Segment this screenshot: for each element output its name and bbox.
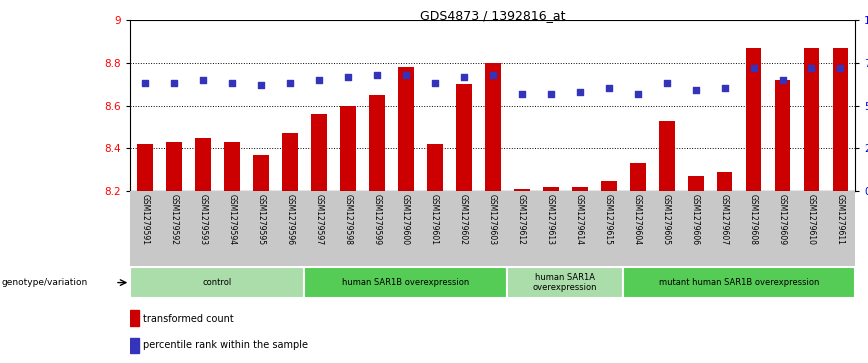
Point: [515, 91, 529, 97]
Text: GSM1279599: GSM1279599: [372, 193, 381, 245]
Text: GSM1279608: GSM1279608: [749, 193, 758, 245]
Bar: [224, 142, 240, 191]
Point: [370, 72, 384, 78]
Text: mutant human SAR1B overexpression: mutant human SAR1B overexpression: [659, 278, 819, 287]
FancyBboxPatch shape: [130, 267, 304, 298]
Point: [573, 89, 587, 95]
Text: GSM1279592: GSM1279592: [169, 193, 178, 245]
Bar: [659, 121, 674, 191]
Point: [776, 77, 790, 83]
Bar: [282, 134, 298, 191]
Text: GSM1279612: GSM1279612: [517, 193, 526, 244]
Text: GSM1279595: GSM1279595: [256, 193, 265, 245]
Bar: [253, 155, 268, 191]
Text: GSM1279613: GSM1279613: [546, 193, 555, 245]
Point: [543, 91, 557, 97]
Point: [195, 77, 210, 83]
Bar: [166, 142, 181, 191]
Text: GDS4873 / 1392816_at: GDS4873 / 1392816_at: [420, 9, 565, 22]
Point: [602, 86, 615, 91]
Point: [225, 81, 239, 86]
Point: [486, 72, 500, 78]
Text: GSM1279593: GSM1279593: [198, 193, 207, 245]
Bar: [832, 48, 848, 191]
Bar: [456, 84, 471, 191]
Text: control: control: [202, 278, 232, 287]
FancyBboxPatch shape: [304, 267, 507, 298]
Text: GSM1279601: GSM1279601: [431, 193, 439, 245]
Bar: [774, 80, 791, 191]
Bar: [717, 172, 733, 191]
Text: GSM1279604: GSM1279604: [633, 193, 642, 245]
Point: [167, 81, 181, 86]
Bar: [427, 144, 443, 191]
Bar: [746, 48, 761, 191]
Point: [253, 82, 267, 88]
Bar: [398, 67, 413, 191]
Bar: [194, 138, 211, 191]
Point: [283, 81, 297, 86]
Point: [312, 77, 326, 83]
Bar: [137, 144, 153, 191]
Point: [630, 91, 644, 97]
Text: GSM1279610: GSM1279610: [807, 193, 816, 245]
Text: GSM1279606: GSM1279606: [691, 193, 700, 245]
Text: GSM1279609: GSM1279609: [778, 193, 787, 245]
Bar: [130, 338, 139, 354]
Text: GSM1279611: GSM1279611: [836, 193, 845, 244]
Point: [746, 65, 760, 71]
Bar: [369, 95, 385, 191]
Bar: [601, 180, 616, 191]
Text: GSM1279596: GSM1279596: [286, 193, 294, 245]
FancyBboxPatch shape: [507, 267, 623, 298]
Bar: [629, 163, 646, 191]
Text: transformed count: transformed count: [143, 314, 233, 323]
Bar: [804, 48, 819, 191]
Text: GSM1279615: GSM1279615: [604, 193, 613, 245]
Point: [660, 81, 674, 86]
Bar: [311, 114, 326, 191]
Text: GSM1279614: GSM1279614: [575, 193, 584, 245]
Point: [688, 87, 702, 93]
Point: [428, 81, 442, 86]
Point: [398, 72, 412, 78]
Text: GSM1279603: GSM1279603: [488, 193, 497, 245]
Bar: [542, 187, 558, 191]
Point: [833, 65, 847, 71]
Text: GSM1279607: GSM1279607: [720, 193, 729, 245]
Point: [457, 74, 470, 79]
Text: GSM1279598: GSM1279598: [343, 193, 352, 245]
Bar: [687, 176, 703, 191]
Point: [718, 86, 732, 91]
Bar: [130, 310, 139, 326]
Text: GSM1279600: GSM1279600: [401, 193, 410, 245]
Point: [340, 74, 355, 79]
Bar: [339, 106, 356, 191]
Text: human SAR1A
overexpression: human SAR1A overexpression: [533, 273, 597, 292]
Text: GSM1279597: GSM1279597: [314, 193, 323, 245]
Text: GSM1279594: GSM1279594: [227, 193, 236, 245]
Bar: [572, 187, 588, 191]
Text: human SAR1B overexpression: human SAR1B overexpression: [342, 278, 470, 287]
Bar: [484, 63, 501, 191]
Text: genotype/variation: genotype/variation: [2, 278, 88, 287]
Text: GSM1279602: GSM1279602: [459, 193, 468, 245]
Text: GSM1279605: GSM1279605: [662, 193, 671, 245]
Point: [138, 81, 152, 86]
Text: GSM1279591: GSM1279591: [141, 193, 149, 245]
Text: percentile rank within the sample: percentile rank within the sample: [143, 340, 308, 350]
Point: [805, 65, 819, 71]
Bar: [514, 189, 529, 191]
FancyBboxPatch shape: [623, 267, 855, 298]
